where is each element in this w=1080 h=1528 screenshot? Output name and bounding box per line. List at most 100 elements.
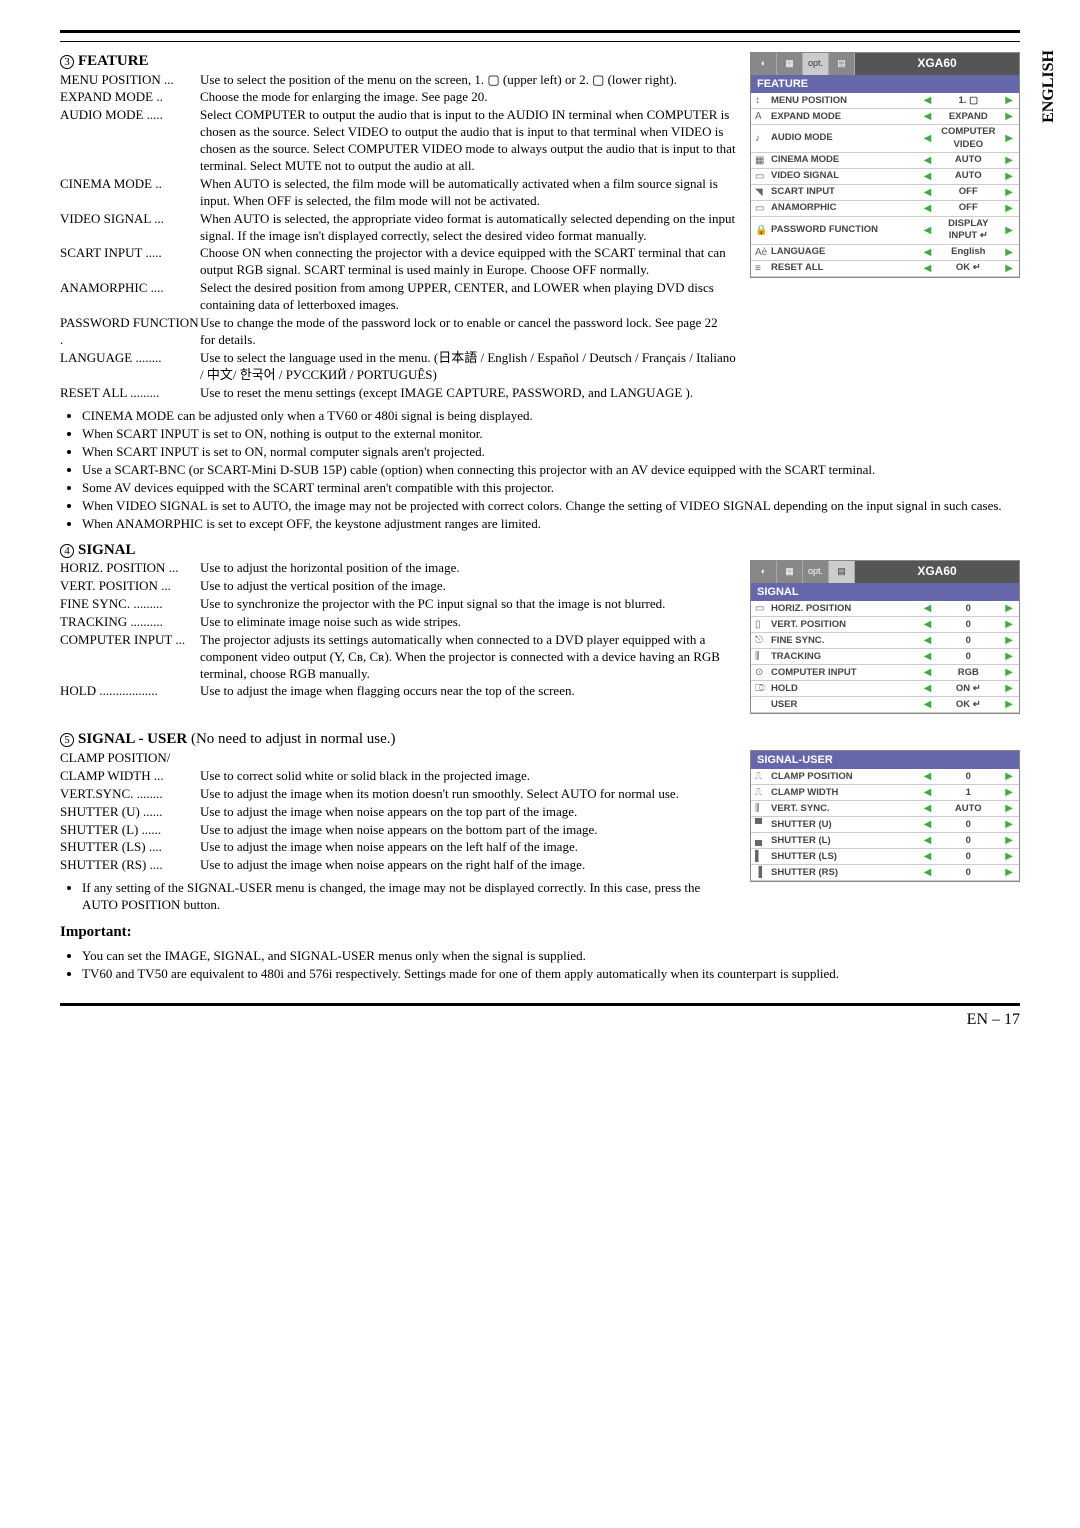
menu-row[interactable]: ▦ CINEMA MODE ◀AUTO▶ xyxy=(751,153,1019,169)
menu-tab-icon[interactable]: opt. xyxy=(803,561,829,583)
arrow-right-icon[interactable]: ▶ xyxy=(1003,698,1015,711)
arrow-left-icon[interactable]: ◀ xyxy=(922,186,934,199)
arrow-right-icon[interactable]: ▶ xyxy=(1003,666,1015,679)
arrow-left-icon[interactable]: ◀ xyxy=(922,602,934,615)
menu-row-icon: ▌ xyxy=(755,850,771,863)
menu-tab-icon[interactable]: ▤ xyxy=(829,561,855,583)
arrow-left-icon[interactable]: ◀ xyxy=(922,154,934,167)
arrow-left-icon[interactable]: ◀ xyxy=(922,618,934,631)
arrow-right-icon[interactable]: ▶ xyxy=(1003,634,1015,647)
arrow-right-icon[interactable]: ▶ xyxy=(1003,154,1015,167)
arrow-left-icon[interactable]: ◀ xyxy=(922,834,934,847)
definition-row: SHUTTER (U) ...... Use to adjust the ima… xyxy=(60,804,736,821)
menu-row[interactable]: ⎍ CLAMP POSITION ◀0▶ xyxy=(751,769,1019,785)
arrow-right-icon[interactable]: ▶ xyxy=(1003,94,1015,107)
menu-tab-icon[interactable]: opt. xyxy=(803,53,829,75)
definition-term: SHUTTER (LS) .... xyxy=(60,839,200,856)
menu-row[interactable]: USER ◀OK ↵▶ xyxy=(751,697,1019,713)
arrow-right-icon[interactable]: ▶ xyxy=(1003,132,1015,145)
arrow-left-icon[interactable]: ◀ xyxy=(922,770,934,783)
menu-row[interactable]: ▭ HORIZ. POSITION ◀0▶ xyxy=(751,601,1019,617)
menu-row[interactable]: Aè LANGUAGE ◀English▶ xyxy=(751,245,1019,261)
arrow-right-icon[interactable]: ▶ xyxy=(1003,770,1015,783)
menu-tab-icon[interactable]: ▤ xyxy=(829,53,855,75)
arrow-right-icon[interactable]: ▶ xyxy=(1003,202,1015,215)
menu-row-value: 0 xyxy=(933,603,1003,615)
arrow-right-icon[interactable]: ▶ xyxy=(1003,186,1015,199)
arrow-right-icon[interactable]: ▶ xyxy=(1003,850,1015,863)
section-number-icon: 5 xyxy=(60,733,74,747)
menu-row[interactable]: ▌ SHUTTER (LS) ◀0▶ xyxy=(751,849,1019,865)
menu-row[interactable]: ⫼ TRACKING ◀0▶ xyxy=(751,649,1019,665)
arrow-left-icon[interactable]: ◀ xyxy=(922,802,934,815)
arrow-left-icon[interactable]: ◀ xyxy=(922,224,934,237)
arrow-left-icon[interactable]: ◀ xyxy=(922,94,934,107)
arrow-left-icon[interactable]: ◀ xyxy=(922,246,934,259)
arrow-right-icon[interactable]: ▶ xyxy=(1003,786,1015,799)
menu-row[interactable]: ▭ ANAMORPHIC ◀OFF▶ xyxy=(751,201,1019,217)
arrow-right-icon[interactable]: ▶ xyxy=(1003,818,1015,831)
arrow-right-icon[interactable]: ▶ xyxy=(1003,682,1015,695)
arrow-right-icon[interactable]: ▶ xyxy=(1003,866,1015,879)
menu-row[interactable]: ⎄ HOLD ◀ON ↵▶ xyxy=(751,681,1019,697)
arrow-right-icon[interactable]: ▶ xyxy=(1003,246,1015,259)
menu-row-label: VERT. POSITION xyxy=(771,619,922,631)
definition-term: HORIZ. POSITION ... xyxy=(60,560,200,577)
menu-row[interactable]: ▐ SHUTTER (RS) ◀0▶ xyxy=(751,865,1019,881)
menu-title: XGA60 xyxy=(855,561,1019,583)
menu-row-icon: ▭ xyxy=(755,170,771,183)
arrow-right-icon[interactable]: ▶ xyxy=(1003,262,1015,275)
menu-row-icon: ▀ xyxy=(755,818,771,831)
arrow-right-icon[interactable]: ▶ xyxy=(1003,618,1015,631)
arrow-left-icon[interactable]: ◀ xyxy=(922,110,934,123)
arrow-left-icon[interactable]: ◀ xyxy=(922,170,934,183)
arrow-left-icon[interactable]: ◀ xyxy=(922,262,934,275)
arrow-right-icon[interactable]: ▶ xyxy=(1003,224,1015,237)
arrow-right-icon[interactable]: ▶ xyxy=(1003,834,1015,847)
arrow-left-icon[interactable]: ◀ xyxy=(922,634,934,647)
menu-row-icon: ♪ xyxy=(755,132,771,145)
menu-row-label: EXPAND MODE xyxy=(771,111,922,123)
menu-row[interactable]: ⊙ COMPUTER INPUT ◀RGB▶ xyxy=(751,665,1019,681)
menu-row[interactable]: ⫼ VERT. SYNC. ◀AUTO▶ xyxy=(751,801,1019,817)
arrow-left-icon[interactable]: ◀ xyxy=(922,850,934,863)
menu-row[interactable]: ▄ SHUTTER (L) ◀0▶ xyxy=(751,833,1019,849)
menu-tab-icon[interactable]: ◐ xyxy=(751,53,777,75)
arrow-right-icon[interactable]: ▶ xyxy=(1003,170,1015,183)
definition-desc: Use to eliminate image noise such as wid… xyxy=(200,614,736,631)
arrow-left-icon[interactable]: ◀ xyxy=(922,132,934,145)
arrow-left-icon[interactable]: ◀ xyxy=(922,786,934,799)
menu-row[interactable]: ▭ VIDEO SIGNAL ◀AUTO▶ xyxy=(751,169,1019,185)
menu-row[interactable]: ▀ SHUTTER (U) ◀0▶ xyxy=(751,817,1019,833)
arrow-left-icon[interactable]: ◀ xyxy=(922,818,934,831)
arrow-left-icon[interactable]: ◀ xyxy=(922,650,934,663)
menu-row[interactable]: ▯ VERT. POSITION ◀0▶ xyxy=(751,617,1019,633)
arrow-right-icon[interactable]: ▶ xyxy=(1003,650,1015,663)
menu-row[interactable]: A EXPAND MODE ◀EXPAND▶ xyxy=(751,109,1019,125)
menu-tab-icon[interactable]: ▦ xyxy=(777,53,803,75)
menu-row[interactable]: ◥ SCART INPUT ◀OFF▶ xyxy=(751,185,1019,201)
arrow-right-icon[interactable]: ▶ xyxy=(1003,602,1015,615)
menu-row[interactable]: ↕ MENU POSITION ◀1. ▢▶ xyxy=(751,93,1019,109)
arrow-left-icon[interactable]: ◀ xyxy=(922,666,934,679)
menu-row[interactable]: ⎍ CLAMP WIDTH ◀1▶ xyxy=(751,785,1019,801)
menu-row[interactable]: ⎋ FINE SYNC. ◀0▶ xyxy=(751,633,1019,649)
definition-desc: Use to adjust the image when noise appea… xyxy=(200,839,736,856)
arrow-right-icon[interactable]: ▶ xyxy=(1003,110,1015,123)
menu-row[interactable]: ≡ RESET ALL ◀OK ↵▶ xyxy=(751,261,1019,277)
note-item: TV60 and TV50 are equivalent to 480i and… xyxy=(82,966,1020,983)
arrow-left-icon[interactable]: ◀ xyxy=(922,698,934,711)
menu-tab-icon[interactable]: ◐ xyxy=(751,561,777,583)
menu-row-label: SHUTTER (RS) xyxy=(771,867,922,879)
note-item: Use a SCART-BNC (or SCART-Mini D-SUB 15P… xyxy=(82,462,1020,479)
menu-tab-icon[interactable]: ▦ xyxy=(777,561,803,583)
arrow-right-icon[interactable]: ▶ xyxy=(1003,802,1015,815)
definition-row: CINEMA MODE .. When AUTO is selected, th… xyxy=(60,176,736,210)
arrow-left-icon[interactable]: ◀ xyxy=(922,202,934,215)
arrow-left-icon[interactable]: ◀ xyxy=(922,682,934,695)
definition-term: RESET ALL ......... xyxy=(60,385,200,402)
arrow-left-icon[interactable]: ◀ xyxy=(922,866,934,879)
menu-row[interactable]: ♪ AUDIO MODE ◀COMPUTER VIDEO▶ xyxy=(751,125,1019,153)
menu-row[interactable]: 🔒 PASSWORD FUNCTION ◀DISPLAY INPUT ↵▶ xyxy=(751,217,1019,245)
definition-row: VIDEO SIGNAL ... When AUTO is selected, … xyxy=(60,211,736,245)
